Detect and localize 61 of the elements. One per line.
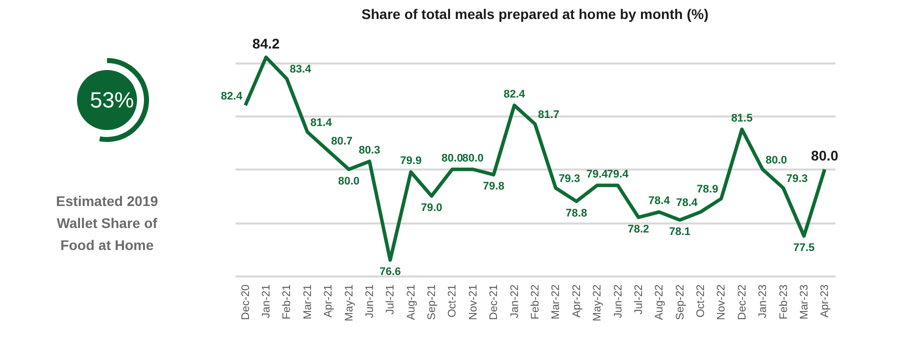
data-label: 79.0 xyxy=(420,202,442,214)
data-label: 80.0 xyxy=(338,175,360,188)
data-label: 80.3 xyxy=(358,144,380,156)
x-tick-label: Mar-21 xyxy=(302,284,314,320)
data-label: 83.4 xyxy=(290,64,312,76)
x-tick-label: Jul-22 xyxy=(632,284,645,314)
x-tick-label: May-22 xyxy=(592,284,604,322)
x-tick-label: Jan-21 xyxy=(260,284,273,318)
data-label: 79.4 xyxy=(607,168,630,180)
x-tick-label: Dec-20 xyxy=(240,284,252,320)
data-label: 81.4 xyxy=(310,117,333,129)
x-tick-label: Feb-23 xyxy=(778,284,790,320)
data-label: 78.4 xyxy=(648,195,671,207)
x-tick-label: Apr-22 xyxy=(570,284,583,318)
x-tick-label: Apr-21 xyxy=(322,284,335,318)
data-label: 84.2 xyxy=(252,35,280,52)
x-tick-label: Apr-23 xyxy=(819,284,832,318)
data-label: 79.8 xyxy=(482,180,504,193)
x-tick-label: Dec-22 xyxy=(736,284,748,320)
x-tick-label: Nov-21 xyxy=(467,284,480,320)
x-tick-label: Aug-21 xyxy=(405,284,418,320)
x-tick-label: Aug-22 xyxy=(654,284,666,320)
data-label: 79.4 xyxy=(586,168,609,180)
x-tick-label: May-21 xyxy=(343,284,356,322)
data-label: 78.4 xyxy=(676,197,698,209)
x-tick-label: Jan-23 xyxy=(757,284,770,318)
data-label: 76.6 xyxy=(379,266,401,278)
x-tick-label: Jan-22 xyxy=(508,284,521,318)
x-tick-label: Sep-22 xyxy=(674,284,686,320)
data-label: 80.0 xyxy=(811,147,838,164)
x-tick-label: Nov-22 xyxy=(716,284,728,320)
data-label: 78.2 xyxy=(628,223,650,236)
x-tick-label: Feb-21 xyxy=(281,284,294,320)
data-label: 53% xyxy=(90,87,134,112)
data-label: 77.5 xyxy=(793,242,815,254)
x-tick-label: Oct-21 xyxy=(446,284,459,318)
data-label: 78.8 xyxy=(566,207,588,220)
x-tick-label: Jun-21 xyxy=(364,284,376,318)
x-tick-label: Mar-23 xyxy=(798,284,810,320)
data-label: 80.0 xyxy=(462,152,484,164)
data-label: 78.9 xyxy=(696,184,718,196)
chart-title: Share of total meals prepared at home by month (%) xyxy=(362,6,708,22)
data-label: 81.5 xyxy=(731,112,753,124)
data-label: 79.3 xyxy=(558,173,580,185)
data-label: 79.9 xyxy=(400,155,422,167)
data-label: 80.7 xyxy=(331,136,353,148)
x-tick-label: Sep-21 xyxy=(426,284,438,320)
data-label: 80.0 xyxy=(766,154,788,166)
x-tick-label: Oct-22 xyxy=(695,284,708,318)
data-label: 79.3 xyxy=(786,173,808,185)
data-label: 82.4 xyxy=(504,88,526,100)
data-label: 81.7 xyxy=(538,109,560,121)
x-tick-label: Jul-21 xyxy=(384,284,397,314)
x-tick-label: Jun-22 xyxy=(612,284,624,318)
text: Estimated 2019 Wallet Share of Food at Home xyxy=(56,193,158,253)
x-tick-label: Dec-21 xyxy=(488,284,500,320)
data-label: 82.4 xyxy=(220,90,244,102)
x-tick-label: Feb-22 xyxy=(530,284,542,320)
x-tick-label: Mar-22 xyxy=(550,284,562,320)
data-label: 78.1 xyxy=(669,226,691,238)
data-label: 80.0 xyxy=(442,152,463,164)
